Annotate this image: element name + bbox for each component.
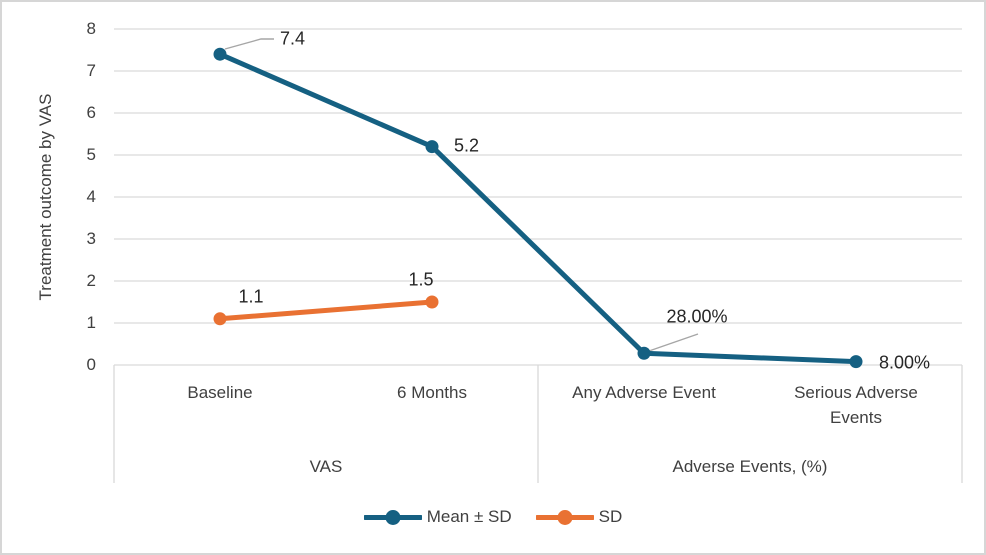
- leader-line: [224, 38, 274, 50]
- x-group-label-adverse-events: Adverse Events, (%): [672, 457, 828, 476]
- y-tick-label: 6: [86, 103, 96, 122]
- series-lines: [217, 51, 859, 365]
- x-category-label: Any Adverse Event: [572, 383, 716, 402]
- y-tick-label: 0: [86, 355, 96, 374]
- legend-item-sd: SD: [535, 507, 623, 527]
- data-label: 5.2: [454, 135, 480, 156]
- data-label: 1.1: [238, 286, 264, 307]
- y-tick-label: 1: [86, 313, 96, 332]
- category-axis-borders: [113, 365, 963, 483]
- data-point-markers: [213, 47, 863, 369]
- y-tick-label: 7: [86, 61, 96, 80]
- legend-label-sd: SD: [598, 507, 623, 526]
- data-point-marker: [425, 295, 439, 309]
- data-label: 1.5: [408, 269, 434, 290]
- x-category-label: Baseline: [187, 383, 253, 402]
- data-label: 28.00%: [666, 306, 728, 327]
- legend-label-mean-sd: Mean ± SD: [426, 507, 512, 526]
- y-tick-label: 8: [86, 19, 96, 38]
- legend-swatch-sd-icon: [535, 509, 594, 525]
- x-category-label: Serious Adverse Events: [794, 383, 918, 427]
- y-axis-title: Treatment outcome by VAS: [36, 93, 55, 301]
- legend: Mean ± SD SD: [2, 507, 984, 527]
- data-point-marker: [849, 355, 863, 369]
- y-tick-label: 2: [86, 271, 96, 290]
- series-line-sd: [217, 299, 435, 322]
- data-point-marker: [425, 140, 439, 154]
- x-category-label: 6 Months: [397, 383, 467, 402]
- y-tick-label: 4: [86, 187, 96, 206]
- y-tick-label: 5: [86, 145, 96, 164]
- data-point-marker: [213, 312, 227, 326]
- legend-item-mean-sd: Mean ± SD: [363, 507, 512, 527]
- series-line-mean-sd: [217, 51, 859, 365]
- legend-swatch-mean-sd-icon: [363, 509, 422, 525]
- data-label-leader-lines: [224, 38, 699, 352]
- gridlines: [114, 28, 962, 366]
- data-point-marker: [637, 346, 651, 360]
- data-label: 8.00%: [879, 352, 931, 373]
- y-tick-label: 3: [86, 229, 96, 248]
- data-point-marker: [213, 47, 227, 61]
- data-label: 7.4: [280, 28, 306, 49]
- leader-line: [648, 333, 699, 352]
- x-group-label-vas: VAS: [309, 457, 343, 476]
